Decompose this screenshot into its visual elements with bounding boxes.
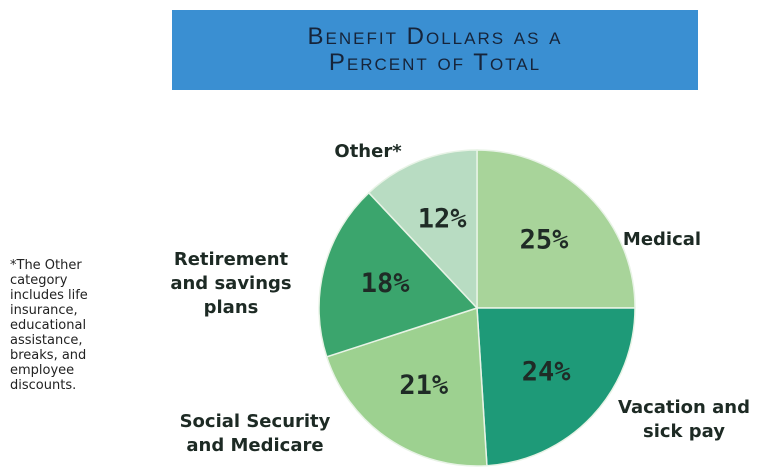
value-label: 18% (361, 268, 411, 299)
pie-slice (325, 306, 488, 467)
pie-slice (318, 191, 479, 358)
title-banner: Benefit Dollars as a Percent of Total (172, 10, 698, 90)
value-label: 21% (399, 370, 449, 401)
pie-slice (476, 307, 636, 467)
category-label: Other* (334, 141, 402, 162)
category-label: Social Security and Medicare (179, 411, 331, 456)
value-label: 24% (522, 356, 572, 387)
footnote: *The Other category includes life insura… (10, 258, 88, 393)
pie-slice (367, 149, 478, 310)
value-label: 25% (520, 224, 570, 255)
category-label: Vacation and sick pay (618, 397, 750, 442)
pie-slice (476, 149, 636, 309)
category-label: Retirement and savings plans (170, 249, 292, 318)
chart-title: Benefit Dollars as a Percent of Total (307, 23, 563, 76)
category-label: Medical (622, 229, 702, 250)
value-label: 12% (418, 203, 468, 234)
